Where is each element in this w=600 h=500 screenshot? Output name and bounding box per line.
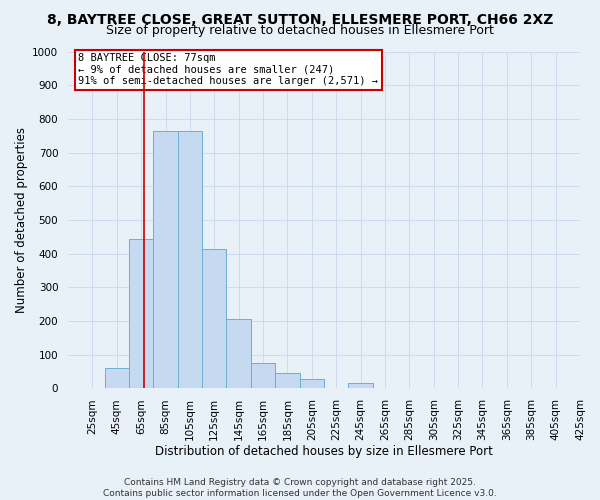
Text: 8 BAYTREE CLOSE: 77sqm
← 9% of detached houses are smaller (247)
91% of semi-det: 8 BAYTREE CLOSE: 77sqm ← 9% of detached …	[78, 53, 378, 86]
Bar	[299, 379, 324, 388]
Text: Contains HM Land Registry data © Crown copyright and database right 2025.
Contai: Contains HM Land Registry data © Crown c…	[103, 478, 497, 498]
X-axis label: Distribution of detached houses by size in Ellesmere Port: Distribution of detached houses by size …	[155, 444, 493, 458]
Bar	[129, 238, 154, 388]
Bar	[104, 368, 129, 388]
Bar	[251, 363, 275, 388]
Bar	[202, 248, 226, 388]
Text: 8, BAYTREE CLOSE, GREAT SUTTON, ELLESMERE PORT, CH66 2XZ: 8, BAYTREE CLOSE, GREAT SUTTON, ELLESMER…	[47, 12, 553, 26]
Bar	[178, 130, 202, 388]
Bar	[275, 372, 299, 388]
Bar	[226, 320, 251, 388]
Y-axis label: Number of detached properties: Number of detached properties	[15, 127, 28, 313]
Text: Size of property relative to detached houses in Ellesmere Port: Size of property relative to detached ho…	[106, 24, 494, 37]
Bar	[349, 384, 373, 388]
Bar	[154, 130, 178, 388]
